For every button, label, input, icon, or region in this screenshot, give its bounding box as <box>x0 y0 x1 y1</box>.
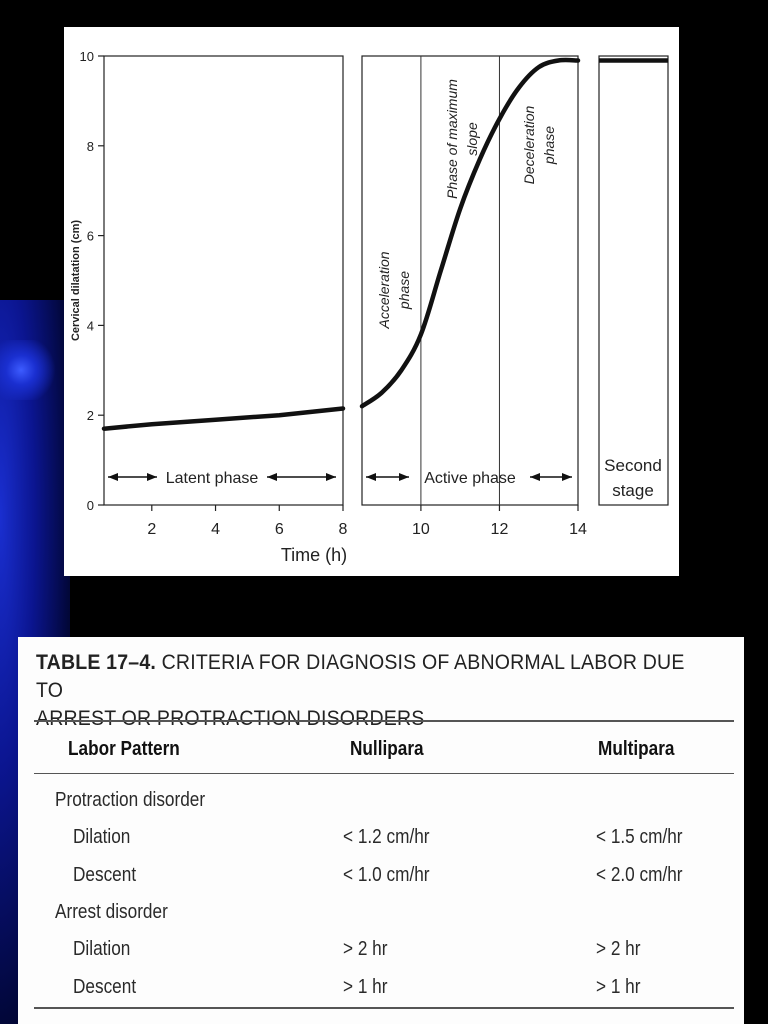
latent-phase-curve <box>101 406 346 431</box>
table-number: TABLE 17–4. <box>36 651 156 674</box>
table-top-rule <box>34 720 734 722</box>
latent-arrow-left-head-left <box>108 473 118 481</box>
multipara-value: < 1.5 cm/hr <box>596 826 683 848</box>
header-multipara: Multipara <box>598 738 675 760</box>
latent-arrow-left-head-right <box>147 473 157 481</box>
max-slope-label-line2: slope <box>464 122 480 156</box>
row-label: Dilation <box>73 938 131 960</box>
table-header-rule <box>34 773 734 774</box>
labor-curve-chart: 0 2 4 6 8 10 Cervical dilatation (cm) 2 4 6 8 10 12 1… <box>64 27 679 576</box>
active-arrow-left-head-right <box>399 473 409 481</box>
nullipara-value: > 1 hr <box>343 976 388 998</box>
y-tick-label: 0 <box>87 498 94 513</box>
active-arrow-left-head-left <box>366 473 376 481</box>
panel-frame-latent <box>103 55 344 506</box>
row-label: Descent <box>73 976 137 998</box>
x-tick-label: 6 <box>275 521 284 538</box>
latent-arrow-right-head-left <box>267 473 277 481</box>
active-arrow-right-head-left <box>530 473 540 481</box>
deceleration-label-line1: Deceleration <box>521 105 537 184</box>
background-glow-dot <box>0 340 60 400</box>
x-tick-label: 2 <box>147 521 156 538</box>
active-phase-curve <box>359 57 581 409</box>
row-label: Protraction disorder <box>55 789 206 811</box>
table-title: TABLE 17–4. CRITERIA FOR DIAGNOSIS OF AB… <box>36 649 687 733</box>
deceleration-label-line2: phase <box>541 126 557 165</box>
y-axis-label: Cervical dilatation (cm) <box>70 220 82 341</box>
table-title-line1: CRITERIA FOR DIAGNOSIS OF ABNORMAL LABOR… <box>36 651 685 702</box>
latent-phase-label: Latent phase <box>166 470 259 487</box>
x-tick-label: 14 <box>569 521 587 538</box>
latent-arrow-right-head-right <box>326 473 336 481</box>
y-tick-label: 10 <box>80 49 94 64</box>
criteria-table: TABLE 17–4. CRITERIA FOR DIAGNOSIS OF AB… <box>18 637 744 1024</box>
multipara-value: < 2.0 cm/hr <box>596 864 683 886</box>
row-label: Arrest disorder <box>55 901 168 923</box>
nullipara-value: < 1.0 cm/hr <box>343 864 430 886</box>
nullipara-value: > 2 hr <box>343 938 388 960</box>
acceleration-label-line1: Acceleration <box>376 251 392 329</box>
x-tick-label: 8 <box>339 521 348 538</box>
second-stage-label-line1: Second <box>604 456 662 475</box>
row-label: Descent <box>73 864 137 886</box>
y-tick-label: 8 <box>87 139 94 154</box>
table-bottom-rule <box>34 1007 734 1009</box>
active-phase-label: Active phase <box>424 470 516 487</box>
nullipara-value: < 1.2 cm/hr <box>343 826 430 848</box>
y-tick-label: 2 <box>87 408 94 423</box>
panel-frame-second-stage <box>598 55 669 506</box>
row-label: Dilation <box>73 826 131 848</box>
header-nullipara: Nullipara <box>350 738 424 760</box>
x-tick-label: 10 <box>412 521 430 538</box>
active-arrow-right-head-right <box>562 473 572 481</box>
multipara-value: > 1 hr <box>596 976 641 998</box>
max-slope-label-line1: Phase of maximum <box>444 79 460 199</box>
multipara-value: > 2 hr <box>596 938 641 960</box>
x-tick-label: 12 <box>491 521 509 538</box>
panel-frame-active <box>361 55 579 506</box>
chart-svg: 0 2 4 6 8 10 Cervical dilatation (cm) 2 4 6 8 10 12 1… <box>70 49 669 565</box>
acceleration-label-line2: phase <box>396 271 412 310</box>
y-tick-label: 4 <box>87 318 94 333</box>
x-axis-label: Time (h) <box>281 545 347 565</box>
header-labor-pattern: Labor Pattern <box>68 738 180 760</box>
second-stage-label-line2: stage <box>612 481 654 500</box>
x-tick-label: 4 <box>211 521 220 538</box>
table-title-line2: ARREST OR PROTRACTION DISORDERS <box>36 707 425 730</box>
y-tick-label: 6 <box>87 229 94 244</box>
